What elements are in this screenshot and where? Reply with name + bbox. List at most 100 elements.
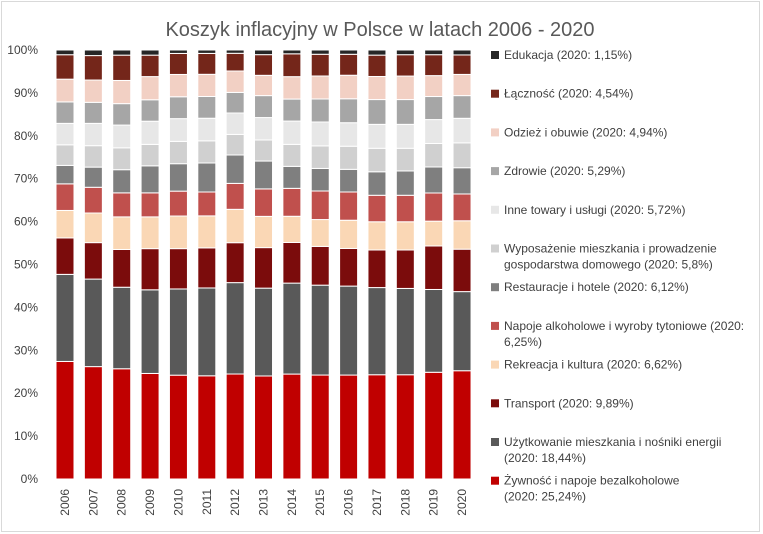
legend-label: Odzież i obuwie (2020: 4,94%) [504,125,667,139]
bar-segment-2012 [225,154,245,184]
legend-label: Edukacja (2020: 1,15%) [504,48,632,62]
bar-segment-2017 [367,49,387,56]
bar-segment-2013 [254,247,274,289]
bar-segment-2014 [282,53,302,78]
legend-label: (2020: 25,24%) [504,490,586,504]
bar-segment-2009 [140,192,160,218]
bar-segment-2017 [367,123,387,149]
y-tick-label: 10% [14,429,38,443]
bar-segment-2013 [254,160,274,190]
bar-segment-2009 [140,76,160,101]
bars [55,49,472,480]
bar-segment-2013 [254,74,274,97]
bar-segment-2015 [310,49,330,55]
bar-segment-2007 [83,186,103,214]
bar-segment-2014 [282,373,302,480]
bar-segment-2016 [339,145,359,170]
x-tick-label: 2020 [455,489,469,516]
bar-segment-2013 [254,215,274,249]
legend-label: (2020: 18,44%) [504,451,586,465]
y-tick-label: 100% [7,43,38,57]
bar-segment-2017 [367,147,387,173]
bar-segment-2015 [310,145,330,169]
legend-label: Restauracje i hotele (2020: 6,12%) [504,280,689,294]
bar-segment-2018 [395,170,415,196]
bar-segment-2015 [310,219,330,247]
legend-swatch [491,321,499,330]
bar-segment-2018 [395,194,415,223]
bar-segment-2009 [140,143,160,167]
bar-segment-2018 [395,374,415,480]
legend-swatch [491,244,499,253]
x-tick-label: 2008 [115,489,129,516]
y-tick-label: 40% [14,300,38,314]
bar-segment-2015 [310,167,330,192]
bar-segment-2011 [197,247,217,289]
legend-label: 6,25%) [504,335,542,349]
bar-segment-2008 [112,54,132,81]
x-tick-label: 2015 [313,489,327,516]
bar-segment-2006 [55,101,75,124]
bar-segment-2016 [339,285,359,376]
bar-segment-2013 [254,287,274,377]
bar-segment-2007 [83,212,103,244]
bar-segment-2012 [225,208,245,244]
bar-segment-2009 [140,216,160,250]
legend-swatch [491,438,499,446]
bar-segment-2007 [83,49,103,57]
bar-segment-2016 [339,53,359,76]
bar-segment-2007 [83,145,103,168]
y-tick-label: 80% [14,129,38,143]
bar-segment-2008 [112,103,132,126]
bar-segment-2008 [112,286,132,370]
legend-swatch [491,128,499,137]
legend-swatch [491,205,499,214]
bar-segment-2020 [452,95,472,119]
bar-segment-2010 [168,73,188,98]
legend-swatch [491,283,499,292]
bar-segment-2016 [339,122,359,147]
bar-segment-2020 [452,117,472,144]
bar-segment-2015 [310,284,330,376]
bar-segment-2006 [55,237,75,275]
y-tick-label: 30% [14,343,38,357]
bar-segment-2014 [282,242,302,284]
legend-label: Transport (2020: 9,89%) [504,396,634,410]
bar-segment-2011 [197,117,217,142]
bar-segment-2006 [55,78,75,103]
bar-segment-2007 [83,278,103,368]
bar-segment-2017 [367,374,387,480]
bar-segment-2013 [254,375,274,480]
bar-segment-2010 [168,96,188,120]
bar-segment-2013 [254,188,274,217]
bar-segment-2016 [339,219,359,249]
legend-item-transport-2020-9-89: Transport (2020: 9,89%) [491,396,634,410]
bar-segment-2016 [339,374,359,480]
bar-segment-2007 [83,366,103,480]
bar-segment-2009 [140,120,160,145]
bar-segment-2015 [310,374,330,480]
legend-swatch [491,399,499,408]
bar-segment-2020 [452,49,472,56]
bar-segment-2008 [112,147,132,171]
bar-segment-2018 [395,147,415,172]
bar-segment-2019 [424,245,444,290]
legend-item-edukacja-2020-1-15: Edukacja (2020: 1,15%) [491,48,632,62]
bar-segment-2018 [395,99,415,125]
legend-swatch [491,360,499,369]
bar-segment-2010 [168,140,188,165]
bar-segment-2008 [112,169,132,194]
legend-item-wyposazenie-mieszkania-i-prowadzenie: Wyposażenie mieszkania i prowadzenie gosp… [491,242,717,272]
bar-segment-2007 [83,79,103,103]
bar-segment-2011 [197,49,217,54]
bar-segment-2012 [225,373,245,480]
bar-segment-2012 [225,182,245,210]
bar-segment-2011 [197,375,217,480]
bar-segment-2008 [112,192,132,218]
bar-segment-2014 [282,76,302,100]
bar-segment-2020 [452,54,472,75]
bar-segment-2018 [395,287,415,376]
legend-label: Zdrowie (2020: 5,29%) [504,164,625,178]
legend-item-rekreacja-i-kultura-2020-6-62: Rekreacja i kultura (2020: 6,62%) [491,358,682,372]
bar-segment-2006 [55,360,75,480]
